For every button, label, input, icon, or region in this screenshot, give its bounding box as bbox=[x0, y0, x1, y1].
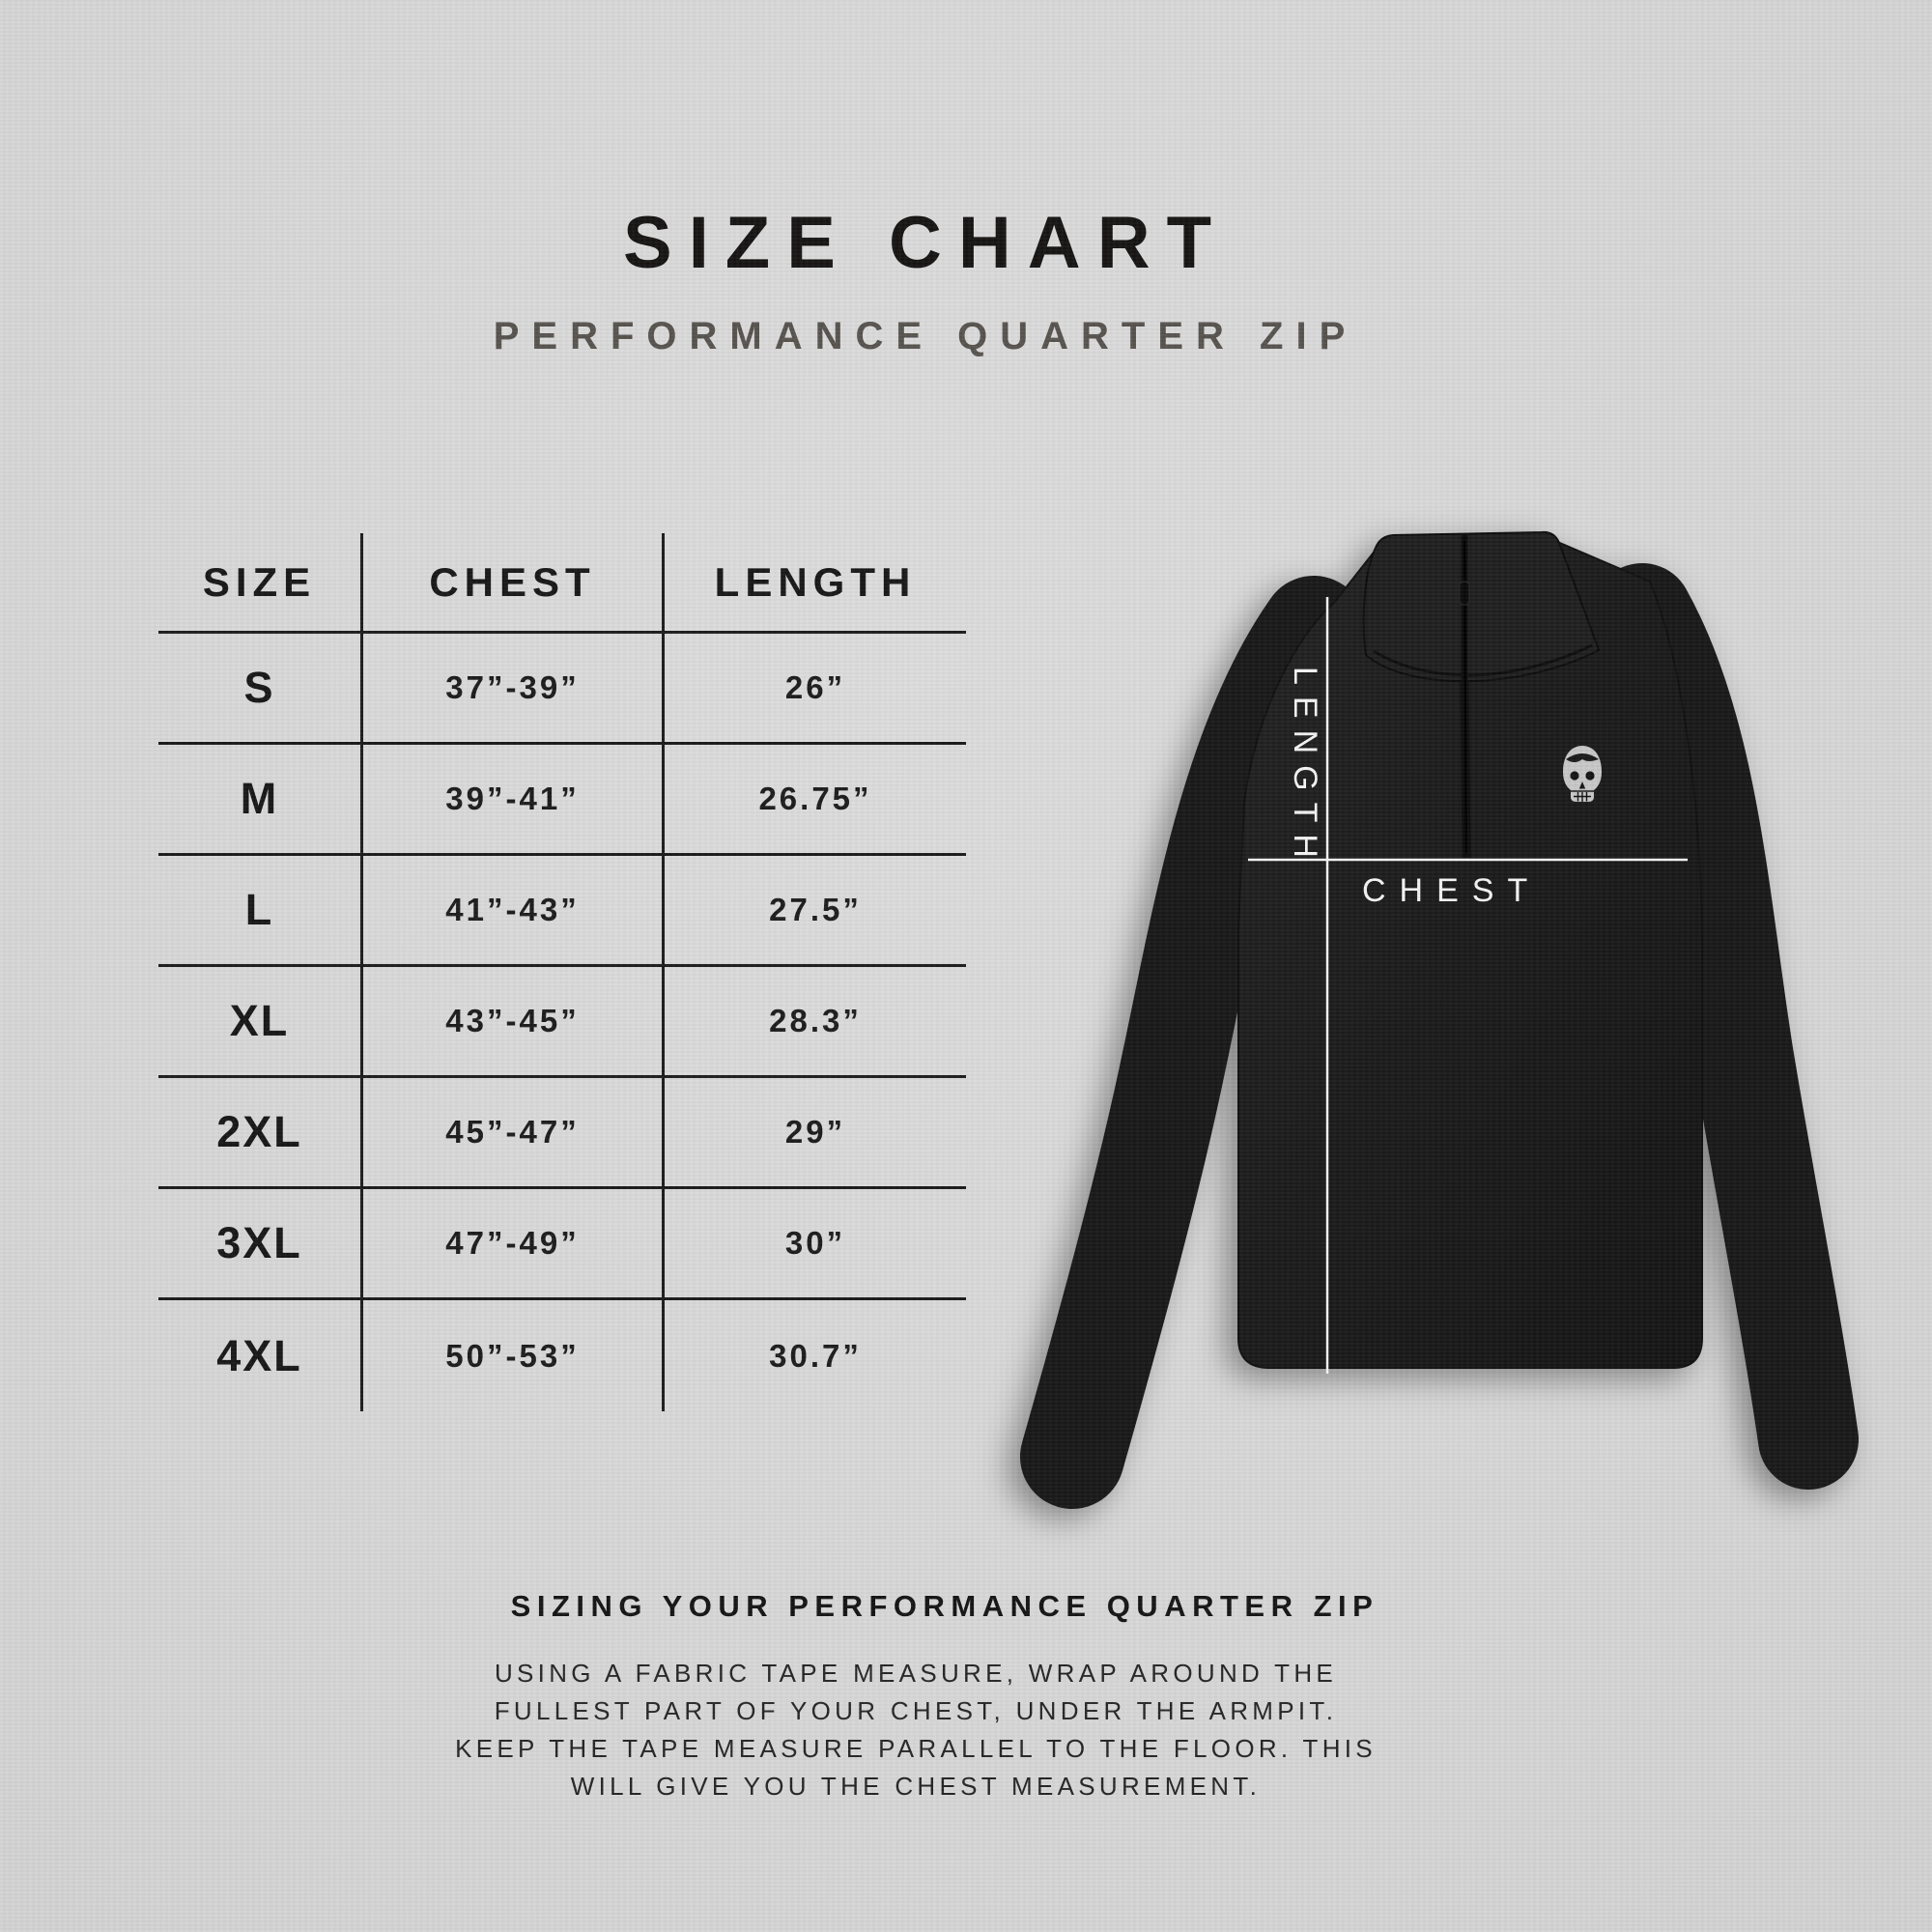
length-measure-label: LENGTH bbox=[1287, 667, 1323, 869]
instruction-line: WILL GIVE YOU THE CHEST MEASUREMENT. bbox=[570, 1772, 1262, 1801]
size-cell: 4XL bbox=[158, 1300, 363, 1411]
length-cell: 28.3” bbox=[665, 967, 966, 1078]
chest-cell: 45”-47” bbox=[363, 1078, 665, 1189]
instruction-line: FULLEST PART OF YOUR CHEST, UNDER THE AR… bbox=[494, 1696, 1338, 1725]
length-cell: 29” bbox=[665, 1078, 966, 1189]
chest-cell: 47”-49” bbox=[363, 1189, 665, 1300]
instruction-line: KEEP THE TAPE MEASURE PARALLEL TO THE FL… bbox=[455, 1734, 1377, 1763]
chest-cell: 37”-39” bbox=[363, 634, 665, 745]
collar bbox=[1362, 530, 1601, 683]
collar-seam bbox=[1373, 643, 1593, 677]
chest-cell: 41”-43” bbox=[363, 856, 665, 967]
zipper-pull bbox=[1459, 581, 1470, 606]
size-cell: XL bbox=[158, 967, 363, 1078]
chest-measure-label: CHEST bbox=[1362, 872, 1541, 909]
skull-logo-icon bbox=[1563, 746, 1602, 802]
size-chart-table: SIZE CHEST LENGTH S 37”-39” 26” M 39”-41… bbox=[158, 533, 966, 1411]
size-cell: M bbox=[158, 745, 363, 856]
chest-cell: 39”-41” bbox=[363, 745, 665, 856]
column-header-length: LENGTH bbox=[665, 533, 966, 634]
column-header-size: SIZE bbox=[158, 533, 363, 634]
length-cell: 26.75” bbox=[665, 745, 966, 856]
instruction-line: USING A FABRIC TAPE MEASURE, WRAP AROUND… bbox=[494, 1659, 1338, 1688]
length-cell: 26” bbox=[665, 634, 966, 745]
column-header-chest: CHEST bbox=[363, 533, 665, 634]
sizing-instructions: USING A FABRIC TAPE MEASURE, WRAP AROUND… bbox=[0, 1655, 1832, 1805]
size-cell: L bbox=[158, 856, 363, 967]
quarter-zip-garment-figure: LENGTH CHEST bbox=[976, 522, 1903, 1517]
length-cell: 30.7” bbox=[769, 1337, 862, 1374]
size-cell: 2XL bbox=[158, 1078, 363, 1189]
chest-cell: 43”-45” bbox=[363, 967, 665, 1078]
left-sleeve bbox=[1020, 576, 1366, 1509]
right-sleeve bbox=[1592, 563, 1859, 1490]
length-cell: 30” bbox=[665, 1189, 966, 1300]
chest-cell: 50”-53” bbox=[363, 1300, 665, 1411]
size-cell: 3XL bbox=[158, 1189, 363, 1300]
length-cell: 27.5” bbox=[665, 856, 966, 967]
page-subtitle: PERFORMANCE QUARTER ZIP bbox=[493, 315, 1358, 357]
size-cell: S bbox=[158, 634, 363, 745]
sizing-heading: SIZING YOUR PERFORMANCE QUARTER ZIP bbox=[510, 1589, 1379, 1623]
page-title: SIZE CHART bbox=[623, 202, 1228, 284]
